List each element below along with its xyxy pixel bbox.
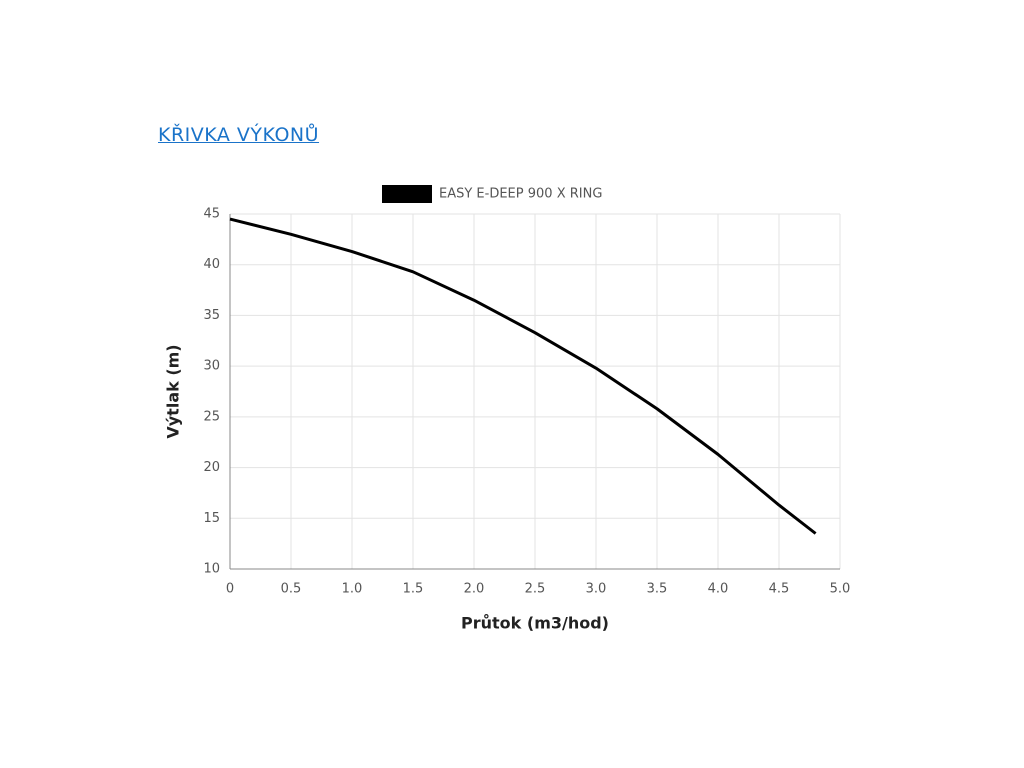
x-tick-label: 4.5	[769, 582, 790, 597]
series-line	[229, 217, 817, 535]
legend-label: EASY E-DEEP 900 X RING	[439, 187, 602, 202]
x-tick-label: 5.0	[830, 582, 851, 597]
y-tick-label: 45	[203, 207, 220, 222]
x-tick-label: 3.0	[586, 582, 607, 597]
y-tick-label: 30	[203, 359, 220, 374]
y-tick-label: 40	[203, 257, 220, 272]
section-heading[interactable]: KŘIVKA VÝKONŮ	[158, 124, 320, 146]
x-tick-label: 2.0	[464, 582, 485, 597]
x-tick-label: 4.0	[708, 582, 729, 597]
y-tick-label: 15	[203, 511, 220, 526]
x-tick-label: 2.5	[525, 582, 546, 597]
y-tick-label: 35	[203, 308, 220, 323]
x-tick-label: 1.0	[342, 582, 363, 597]
x-tick-label: 0.5	[281, 582, 302, 597]
x-tick-label: 0	[226, 582, 234, 597]
y-tick-label: 20	[203, 460, 220, 475]
y-axis-title: Výtlak (m)	[164, 344, 183, 438]
legend-swatch	[382, 185, 432, 203]
x-tick-label: 1.5	[403, 582, 424, 597]
y-tick-label: 10	[203, 562, 220, 577]
y-tick-label: 25	[203, 409, 220, 424]
x-axis-title: Průtok (m3/hod)	[461, 614, 609, 633]
x-tick-label: 3.5	[647, 582, 668, 597]
